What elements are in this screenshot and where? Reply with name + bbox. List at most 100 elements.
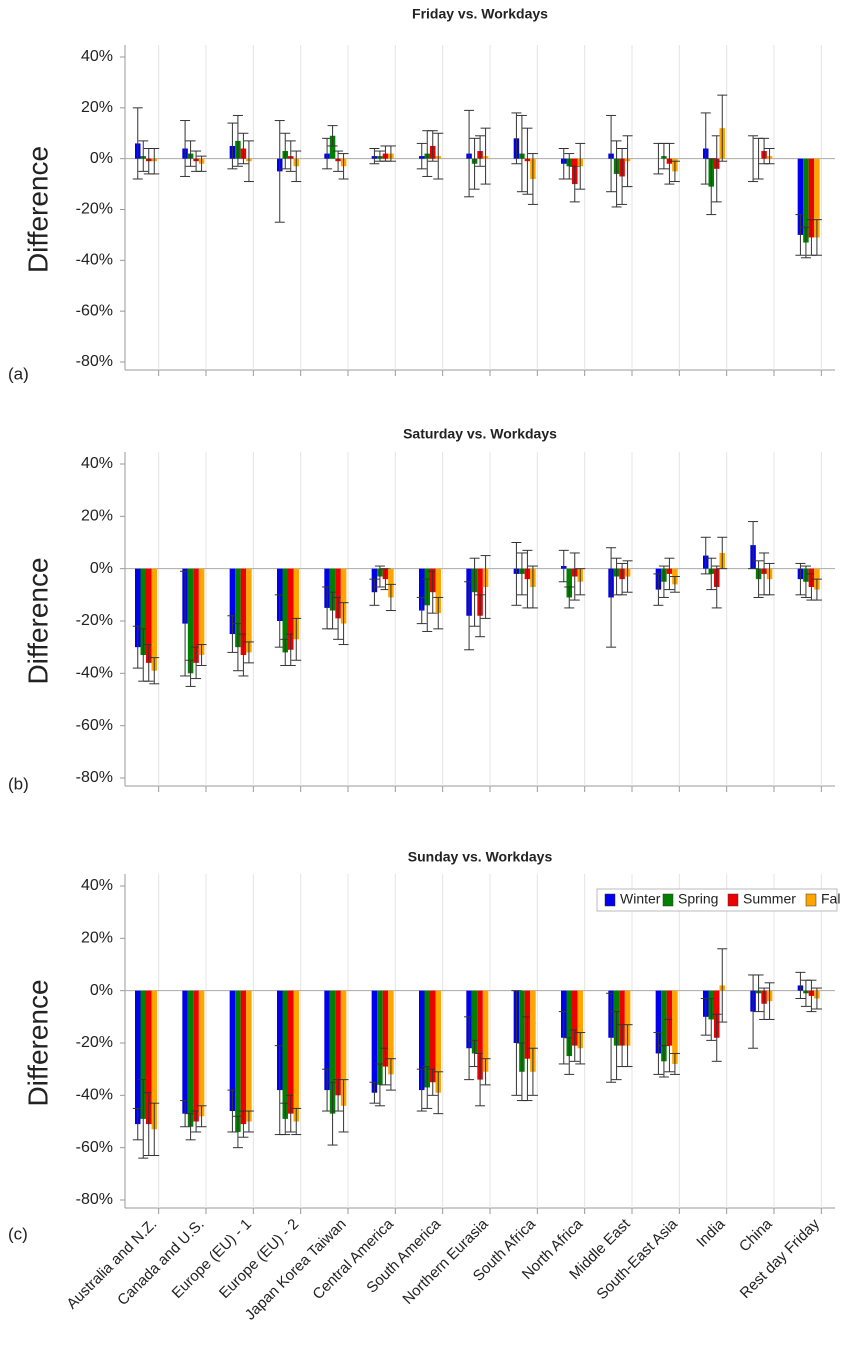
- y-tick-label: 0%: [90, 150, 113, 167]
- error-bar: [469, 557, 480, 627]
- error-bar: [669, 576, 680, 593]
- bar: [151, 568, 157, 671]
- bar: [282, 990, 288, 1119]
- bar: [288, 990, 294, 1114]
- error-bar: [753, 560, 764, 598]
- bar: [519, 990, 525, 1072]
- error-bar: [611, 140, 622, 208]
- error-bar: [227, 122, 238, 170]
- bar: [477, 568, 483, 616]
- legend-swatch: [662, 893, 674, 907]
- legend-box: [596, 888, 838, 912]
- error-bar: [374, 565, 385, 588]
- error-bar: [622, 135, 633, 188]
- error-bar: [511, 112, 522, 165]
- bar: [187, 568, 194, 674]
- error-bar: [180, 120, 191, 177]
- bar: [182, 990, 188, 1114]
- error-bar: [338, 602, 349, 646]
- error-bar: [617, 562, 628, 596]
- error-bar: [433, 132, 444, 180]
- bar: [672, 990, 678, 1064]
- error-bar: [617, 148, 628, 205]
- error-bar: [196, 155, 207, 172]
- bar: [277, 990, 283, 1091]
- y-tick-label: -60%: [76, 1139, 113, 1156]
- x-tick-label: Northern Eurasia: [399, 1215, 492, 1308]
- error-bar: [527, 565, 538, 609]
- error-bar: [795, 971, 806, 1000]
- bar: [135, 568, 141, 648]
- bar: [229, 990, 236, 1112]
- error-bar: [759, 137, 770, 165]
- y-tick-label: -80%: [76, 1191, 113, 1208]
- error-bar: [795, 562, 806, 596]
- error-bar: [338, 1079, 349, 1133]
- error-bar: [280, 132, 291, 170]
- bar: [797, 158, 804, 235]
- bar: [377, 990, 383, 1085]
- error-bar: [658, 142, 669, 170]
- y-tick-label: -20%: [76, 201, 113, 218]
- y-tick-label: -80%: [76, 769, 113, 786]
- error-bar: [569, 165, 580, 203]
- panel-label: (a): [8, 364, 29, 383]
- y-axis-label: Difference: [22, 979, 53, 1106]
- bar: [424, 990, 430, 1088]
- bar: [419, 568, 425, 611]
- error-bar: [511, 542, 522, 606]
- bar: [335, 990, 341, 1096]
- error-bar: [285, 140, 296, 172]
- legend-label: Fall: [821, 891, 841, 907]
- y-tick-label: -40%: [76, 665, 113, 682]
- error-bar: [480, 1058, 491, 1086]
- bar: [246, 990, 252, 1122]
- bar: [240, 990, 247, 1125]
- y-tick-label: -40%: [76, 1087, 113, 1104]
- error-bar: [575, 568, 586, 596]
- bar: [577, 990, 583, 1049]
- error-bar: [243, 641, 254, 664]
- bar: [324, 990, 330, 1091]
- bar: [340, 990, 347, 1106]
- error-bar: [138, 140, 149, 172]
- bar: [229, 568, 236, 635]
- bar: [803, 158, 809, 243]
- error-bar: [806, 979, 817, 1013]
- bar: [198, 990, 205, 1117]
- bar: [814, 158, 820, 238]
- legend-swatch: [727, 893, 739, 907]
- error-bar: [522, 127, 533, 195]
- x-tick-label: India: [693, 1215, 728, 1250]
- legend-label: Winter: [620, 891, 661, 907]
- error-bar: [622, 560, 633, 593]
- chart-title: Saturday vs. Workdays: [403, 426, 557, 442]
- error-bar: [811, 578, 822, 601]
- error-bar: [469, 137, 480, 190]
- error-bar: [333, 150, 344, 172]
- error-bar: [575, 142, 586, 190]
- error-bar: [658, 565, 669, 598]
- bar: [151, 990, 157, 1130]
- error-bar: [385, 145, 396, 162]
- y-tick-label: 40%: [81, 877, 113, 894]
- error-bar: [711, 1013, 722, 1062]
- panel-label: (b): [8, 774, 29, 793]
- bar: [193, 990, 199, 1122]
- error-bar: [748, 521, 759, 570]
- bar: [288, 568, 294, 650]
- x-tick-label: China: [736, 1215, 776, 1255]
- bar: [419, 990, 425, 1091]
- bar: [572, 990, 578, 1046]
- error-bar: [569, 552, 580, 601]
- bar: [335, 568, 341, 619]
- error-bar: [811, 219, 822, 256]
- error-bar: [800, 565, 811, 598]
- bar: [435, 568, 441, 614]
- error-bar: [196, 1105, 207, 1128]
- y-axis-label: Difference: [22, 557, 53, 684]
- bar: [430, 990, 436, 1083]
- error-bar: [427, 130, 438, 162]
- error-bar: [480, 555, 491, 619]
- error-bar: [232, 114, 243, 167]
